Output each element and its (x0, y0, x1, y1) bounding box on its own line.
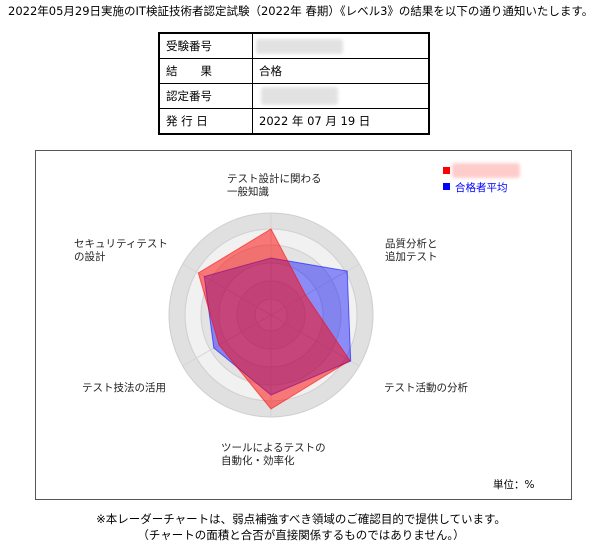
result-row-value-cell (252, 32, 430, 59)
axis-label: テスト活動の分析 (384, 381, 468, 394)
result-row-value: 2022 年 07 月 19 日 (259, 114, 371, 128)
result-row-value-cell: 2022 年 07 月 19 日 (252, 108, 430, 135)
axis-label: の設計 (74, 250, 106, 263)
legend-swatch (443, 183, 450, 190)
axis-label: 追加テスト (385, 250, 438, 263)
chart-note: ※本レーダーチャートは、弱点補強すべき領域のご確認目的で提供しています。 （チャ… (0, 511, 602, 543)
redacted-value (256, 38, 343, 54)
redacted-value (261, 87, 338, 105)
axis-label: ツールによるテストの (221, 442, 326, 454)
chart-note-line-2: （チャートの面積と合否が直接関係するものではありません。） (137, 528, 465, 542)
chart-note-line-1: ※本レーダーチャートは、弱点補強すべき領域のご確認目的で提供しています。 (96, 512, 506, 526)
result-row-label: 受験番号 (158, 32, 253, 59)
axis-label: テスト設計に関わる (227, 172, 322, 185)
result-table: 受験番号結 果合格 認定番号発 行 日 2022 年 07 月 19 日 (158, 32, 430, 135)
result-table-body: 受験番号結 果合格 認定番号発 行 日 2022 年 07 月 19 日 (158, 32, 430, 135)
result-row-value-cell (252, 83, 430, 109)
axis-label: 自動化・効率化 (221, 454, 295, 467)
result-row-value-cell: 合格 (252, 58, 430, 84)
unit-label: 単位：% (493, 478, 534, 491)
radar-chart-panel: テスト設計に関わる 一般知識品質分析と 追加テストテスト活動の分析ツールによるテスト… (35, 150, 572, 500)
result-row-value: 合格 (259, 64, 282, 78)
series-1-area (197, 228, 351, 410)
legend-label-redacted (452, 163, 520, 178)
result-row: 受験番号 (158, 32, 430, 59)
result-row: 発 行 日 2022 年 07 月 19 日 (158, 108, 430, 135)
radar-chart: テスト設計に関わる一般知識品質分析と追加テストテスト活動の分析ツールによるテスト… (74, 163, 534, 491)
axis-label: セキュリティテスト (74, 238, 168, 250)
axis-label: 一般知識 (227, 185, 269, 198)
axis-label: 品質分析と (385, 237, 438, 250)
intro-text: 2022年05月29日実施のIT検証技術者認定試験（2022年 春期）《レベル3… (8, 4, 594, 18)
legend-label: 合格者平均 (455, 181, 508, 194)
axis-label: テスト技法の活用 (82, 381, 166, 394)
result-row-label: 発 行 日 (158, 108, 253, 135)
legend-swatch (443, 167, 450, 174)
result-row-label: 結 果 (158, 58, 253, 84)
result-row: 結 果合格 (158, 58, 430, 84)
result-row: 認定番号 (158, 83, 430, 109)
result-row-label: 認定番号 (158, 83, 253, 109)
